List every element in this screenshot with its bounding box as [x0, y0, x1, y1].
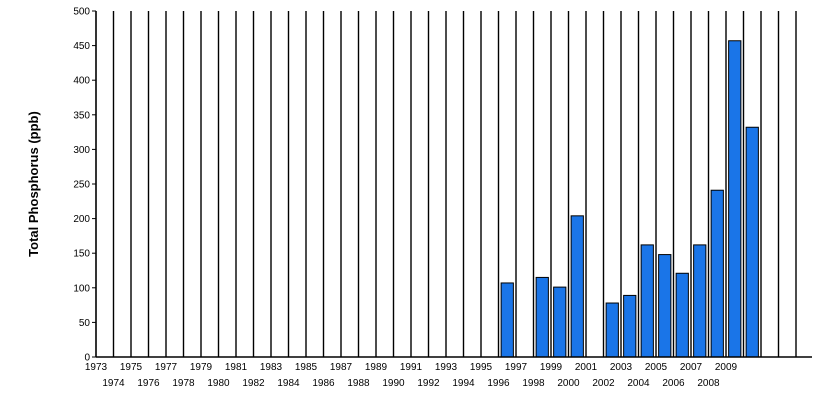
x-tick-label: 2001	[575, 362, 598, 373]
x-tick-label: 1977	[155, 362, 178, 373]
x-tick-label: 1988	[347, 378, 370, 389]
x-tick-label: 2003	[610, 362, 633, 373]
x-tick-label: 1975	[120, 362, 143, 373]
x-tick-label: 1983	[260, 362, 283, 373]
bar-2008	[710, 189, 724, 358]
x-tick-label: 1984	[277, 378, 300, 389]
bar-1998	[535, 276, 549, 358]
bar-1999	[553, 286, 567, 358]
x-tick-label: 1989	[365, 362, 388, 373]
y-tick-label: 300	[73, 145, 90, 156]
x-tick-label: 1976	[137, 378, 160, 389]
x-tick-label: 2002	[592, 378, 615, 389]
x-tick-label: 1993	[435, 362, 458, 373]
x-tick-label: 1974	[102, 378, 125, 389]
x-tick-label: 1981	[225, 362, 248, 373]
y-tick-label: 150	[73, 249, 90, 260]
bar-layer	[500, 40, 759, 358]
x-tick-label: 1985	[295, 362, 318, 373]
x-tick-label: 2009	[715, 362, 738, 373]
bar-2000	[570, 215, 584, 358]
x-tick-label: 2006	[662, 378, 685, 389]
y-tick-label: 100	[73, 283, 90, 294]
x-tick-label: 1996	[487, 378, 510, 389]
bar-2009	[728, 40, 742, 358]
x-tick-label: 1987	[330, 362, 353, 373]
x-tick-label: 1998	[522, 378, 545, 389]
y-tick-label: 200	[73, 214, 90, 225]
grid-layer	[112, 11, 797, 357]
y-tick-label: 500	[73, 7, 90, 18]
x-tick-label: 1997	[505, 362, 528, 373]
y-tick-label: 350	[73, 110, 90, 121]
x-tick-label: 1982	[242, 378, 265, 389]
bar-1996	[500, 282, 514, 358]
y-tick-label: 450	[73, 41, 90, 52]
bar-2004	[640, 244, 654, 358]
x-tick-label: 1979	[190, 362, 213, 373]
x-tick-layer: 1973 1974 1975 1976 1977 1978 1979 1980 1981 1982…	[85, 362, 738, 389]
x-tick-label: 1973	[85, 362, 108, 373]
bar-2005	[658, 254, 672, 358]
x-tick-label: 2004	[627, 378, 650, 389]
x-tick-label: 1980	[207, 378, 230, 389]
x-tick-label: 1999	[540, 362, 563, 373]
x-tick-label: 2005	[645, 362, 668, 373]
x-tick-label: 2008	[697, 378, 720, 389]
y-tick-label: 400	[73, 76, 90, 87]
x-tick-label: 1990	[382, 378, 405, 389]
x-tick-label: 1994	[452, 378, 475, 389]
bar-2003	[623, 294, 637, 358]
x-tick-label: 1995	[470, 362, 493, 373]
x-tick-label: 2000	[557, 378, 580, 389]
bar-37	[745, 126, 759, 358]
x-tick-label: 1978	[172, 378, 195, 389]
bar-2007	[693, 244, 707, 358]
y-tick-label: 250	[73, 180, 90, 191]
x-tick-label: 1986	[312, 378, 335, 389]
y-tick-layer: 0 50 100 150 200 250 300 350 400 450 500	[73, 7, 96, 364]
x-tick-label: 1992	[417, 378, 440, 389]
y-tick-label: 50	[79, 318, 91, 329]
y-axis-label: Total Phosphorus (ppb)	[26, 111, 41, 257]
x-tick-label: 1991	[400, 362, 423, 373]
bar-2006	[675, 272, 689, 358]
x-tick-label: 2007	[680, 362, 703, 373]
bar-2002	[605, 302, 619, 358]
y-tick-label: 0	[84, 353, 90, 364]
